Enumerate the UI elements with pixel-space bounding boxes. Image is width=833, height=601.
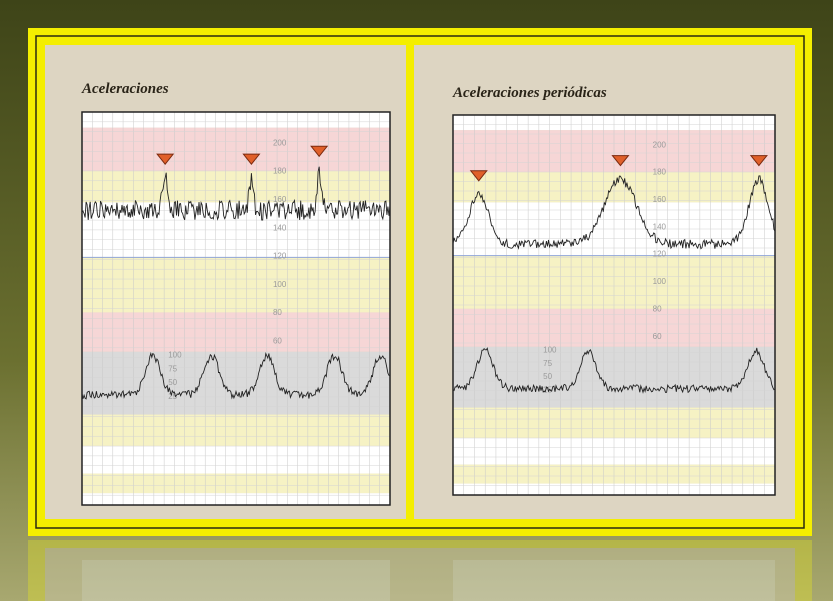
scale-label: 200	[653, 140, 667, 149]
acceleration-marker	[611, 155, 630, 167]
scale-label: 200	[273, 138, 287, 147]
scale-label: 80	[273, 308, 282, 317]
frame-line	[35, 35, 805, 529]
scale-label: 60	[273, 336, 282, 345]
scale-label: 160	[273, 195, 287, 204]
strip-border	[452, 114, 776, 496]
divider	[406, 45, 414, 519]
fhr-trace	[81, 166, 391, 221]
panel-title: Aceleraciones periódicas	[452, 85, 607, 101]
scale-label: 50	[168, 378, 177, 387]
scale-label: 50	[543, 372, 552, 381]
scale-label: 140	[653, 222, 667, 231]
scale-label: 80	[653, 304, 662, 313]
scale-label: 100	[543, 346, 557, 355]
scale-label: 100	[168, 351, 182, 360]
panel-title: Aceleraciones	[81, 81, 169, 97]
scale-label: 100	[273, 280, 287, 289]
scale-label: 100	[653, 277, 667, 286]
acceleration-marker	[242, 153, 261, 165]
acceleration-marker	[310, 145, 329, 158]
scale-label: 75	[168, 364, 177, 373]
acceleration-marker	[156, 153, 175, 165]
scale-label: 75	[543, 359, 552, 368]
ctg-strip: 200 180 160 140 120 100 80 60 100 75 50 25	[81, 111, 391, 506]
toco-trace	[452, 347, 776, 394]
acceleration-marker	[749, 155, 768, 167]
scale-label: 180	[653, 168, 667, 177]
scale-label: 140	[273, 223, 287, 232]
scale-label: 160	[653, 195, 667, 204]
fhr-trace	[452, 175, 776, 250]
scale-label: 60	[653, 332, 662, 341]
acceleration-marker	[469, 170, 488, 182]
scale-label: 120	[273, 252, 287, 261]
toco-trace	[81, 351, 391, 400]
reflection	[28, 540, 812, 601]
strip-border	[81, 111, 391, 506]
scale-label: 180	[273, 167, 287, 176]
scale-label: 120	[653, 250, 667, 259]
scale-label: 25	[168, 392, 177, 401]
